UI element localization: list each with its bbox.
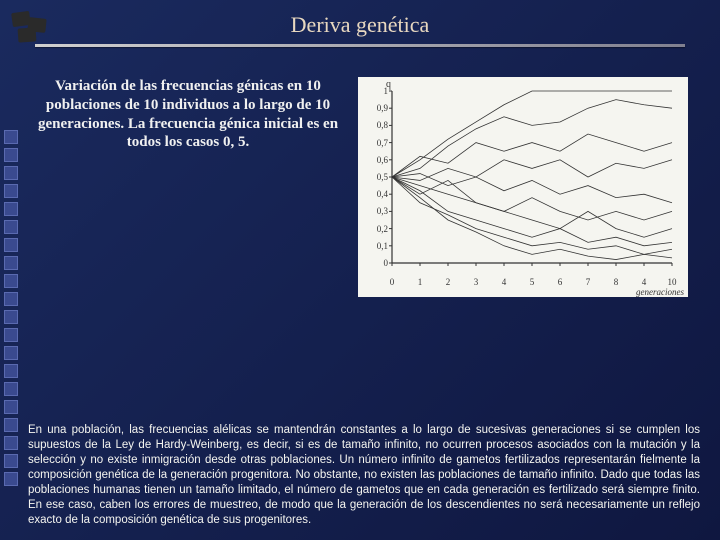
slide-corner-decoration — [10, 10, 55, 45]
decorative-square — [4, 148, 18, 162]
y-tick-label: 0,2 — [377, 224, 388, 234]
y-tick-label: 0,4 — [377, 189, 388, 199]
mid-section: Variación de las frecuencias génicas en … — [0, 77, 720, 297]
x-tick-label: 5 — [530, 277, 535, 287]
y-tick-label: 0 — [384, 258, 389, 268]
decorative-square — [4, 436, 18, 450]
y-tick-label: 0,3 — [377, 206, 388, 216]
decorative-square — [4, 418, 18, 432]
chart-description: Variación de las frecuencias génicas en … — [28, 77, 348, 297]
y-tick-label: 0,8 — [377, 120, 388, 130]
x-tick-label: 2 — [446, 277, 451, 287]
x-tick-label: 7 — [586, 277, 591, 287]
decorative-square — [4, 472, 18, 486]
decorative-square — [4, 184, 18, 198]
y-tick-label: 0,9 — [377, 103, 388, 113]
explanatory-paragraph: En una población, las frecuencias alélic… — [28, 423, 700, 528]
decorative-square — [4, 130, 18, 144]
y-tick-label: 0,5 — [377, 172, 388, 182]
x-tick-label: 3 — [474, 277, 479, 287]
y-tick-label: 1 — [384, 86, 389, 96]
x-tick-label: 10 — [668, 277, 677, 287]
decorative-square — [4, 166, 18, 180]
decorative-square — [4, 274, 18, 288]
x-tick-label: 4 — [642, 277, 647, 287]
x-tick-label: 6 — [558, 277, 563, 287]
x-tick-label: 8 — [614, 277, 619, 287]
y-tick-label: 0,7 — [377, 138, 388, 148]
left-decorative-squares — [0, 130, 22, 510]
y-tick-label: 0,6 — [377, 155, 388, 165]
x-tick-label: 1 — [418, 277, 423, 287]
slide-title: Deriva genética — [0, 0, 720, 38]
chart-svg — [358, 77, 688, 297]
decorative-square — [4, 400, 18, 414]
decorative-square — [4, 364, 18, 378]
decorative-square — [4, 382, 18, 396]
decorative-square — [4, 328, 18, 342]
decorative-square — [4, 454, 18, 468]
x-tick-label: 0 — [390, 277, 395, 287]
decorative-square — [4, 238, 18, 252]
decorative-square — [4, 346, 18, 360]
decorative-square — [4, 202, 18, 216]
title-underline — [35, 44, 685, 47]
decorative-square — [4, 292, 18, 306]
decorative-square — [4, 310, 18, 324]
decorative-square — [4, 220, 18, 234]
x-tick-label: 4 — [502, 277, 507, 287]
decorative-square — [4, 256, 18, 270]
y-tick-label: 0,1 — [377, 241, 388, 251]
genetic-drift-chart: q generaciones 00,10,20,30,40,50,60,70,8… — [358, 77, 688, 297]
